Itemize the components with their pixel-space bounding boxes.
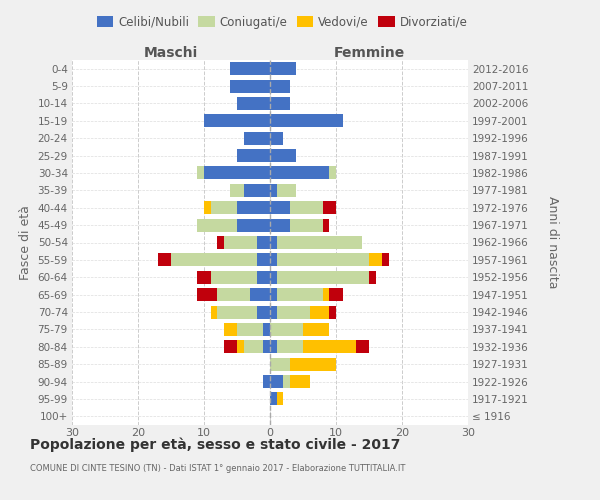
Bar bbox=[270, 97, 290, 110]
Bar bbox=[270, 149, 296, 162]
Bar bbox=[263, 323, 270, 336]
Bar bbox=[270, 270, 277, 284]
Bar bbox=[230, 184, 244, 197]
Bar bbox=[270, 288, 277, 301]
Bar bbox=[270, 218, 290, 232]
Bar bbox=[369, 254, 382, 266]
Bar bbox=[224, 236, 257, 249]
Bar bbox=[257, 270, 270, 284]
Bar bbox=[230, 62, 270, 75]
Bar bbox=[237, 97, 270, 110]
Bar bbox=[217, 306, 257, 318]
Bar bbox=[257, 306, 270, 318]
Bar bbox=[204, 166, 270, 179]
Bar bbox=[230, 80, 270, 92]
Bar bbox=[303, 340, 356, 353]
Bar bbox=[270, 358, 290, 370]
Bar bbox=[323, 201, 336, 214]
Bar bbox=[270, 306, 277, 318]
Bar bbox=[277, 254, 369, 266]
Bar bbox=[290, 201, 323, 214]
Bar bbox=[270, 62, 296, 75]
Legend: Celibi/Nubili, Coniugati/e, Vedovi/e, Divorziati/e: Celibi/Nubili, Coniugati/e, Vedovi/e, Di… bbox=[92, 11, 472, 34]
Bar bbox=[244, 340, 263, 353]
Bar bbox=[329, 166, 336, 179]
Bar bbox=[270, 340, 277, 353]
Bar bbox=[356, 340, 369, 353]
Bar bbox=[270, 236, 277, 249]
Text: COMUNE DI CINTE TESINO (TN) - Dati ISTAT 1° gennaio 2017 - Elaborazione TUTTITAL: COMUNE DI CINTE TESINO (TN) - Dati ISTAT… bbox=[30, 464, 406, 473]
Bar bbox=[270, 132, 283, 144]
Bar bbox=[224, 340, 237, 353]
Bar bbox=[310, 306, 329, 318]
Bar bbox=[277, 306, 310, 318]
Bar bbox=[204, 114, 270, 128]
Y-axis label: Fasce di età: Fasce di età bbox=[19, 205, 32, 280]
Bar bbox=[244, 184, 270, 197]
Bar bbox=[211, 306, 217, 318]
Bar bbox=[290, 375, 310, 388]
Bar bbox=[197, 288, 217, 301]
Bar bbox=[237, 149, 270, 162]
Bar bbox=[197, 270, 211, 284]
Y-axis label: Anni di nascita: Anni di nascita bbox=[545, 196, 559, 289]
Bar bbox=[329, 306, 336, 318]
Bar bbox=[277, 270, 369, 284]
Text: Maschi: Maschi bbox=[144, 46, 198, 60]
Bar bbox=[382, 254, 389, 266]
Bar bbox=[277, 236, 362, 249]
Bar bbox=[277, 340, 303, 353]
Bar bbox=[217, 288, 250, 301]
Bar bbox=[224, 323, 237, 336]
Bar bbox=[270, 114, 343, 128]
Bar bbox=[197, 166, 204, 179]
Bar bbox=[290, 218, 323, 232]
Bar bbox=[158, 254, 171, 266]
Bar bbox=[257, 254, 270, 266]
Bar bbox=[237, 323, 263, 336]
Bar bbox=[211, 201, 237, 214]
Bar bbox=[303, 323, 329, 336]
Bar bbox=[283, 375, 290, 388]
Bar bbox=[263, 375, 270, 388]
Bar bbox=[263, 340, 270, 353]
Bar bbox=[237, 218, 270, 232]
Bar bbox=[277, 288, 323, 301]
Bar bbox=[270, 80, 290, 92]
Bar bbox=[211, 270, 257, 284]
Text: Femmine: Femmine bbox=[334, 46, 404, 60]
Bar bbox=[257, 236, 270, 249]
Bar bbox=[204, 201, 211, 214]
Bar bbox=[270, 184, 277, 197]
Bar bbox=[323, 288, 329, 301]
Bar bbox=[270, 323, 303, 336]
Bar bbox=[277, 184, 296, 197]
Bar bbox=[270, 254, 277, 266]
Text: Popolazione per età, sesso e stato civile - 2017: Popolazione per età, sesso e stato civil… bbox=[30, 438, 400, 452]
Bar bbox=[244, 132, 270, 144]
Bar bbox=[250, 288, 270, 301]
Bar bbox=[270, 375, 283, 388]
Bar bbox=[270, 201, 290, 214]
Bar bbox=[329, 288, 343, 301]
Bar bbox=[323, 218, 329, 232]
Bar bbox=[277, 392, 283, 406]
Bar bbox=[369, 270, 376, 284]
Bar bbox=[237, 340, 244, 353]
Bar bbox=[270, 166, 329, 179]
Bar bbox=[217, 236, 224, 249]
Bar bbox=[197, 218, 237, 232]
Bar bbox=[237, 201, 270, 214]
Bar bbox=[171, 254, 257, 266]
Bar bbox=[290, 358, 336, 370]
Bar bbox=[270, 392, 277, 406]
